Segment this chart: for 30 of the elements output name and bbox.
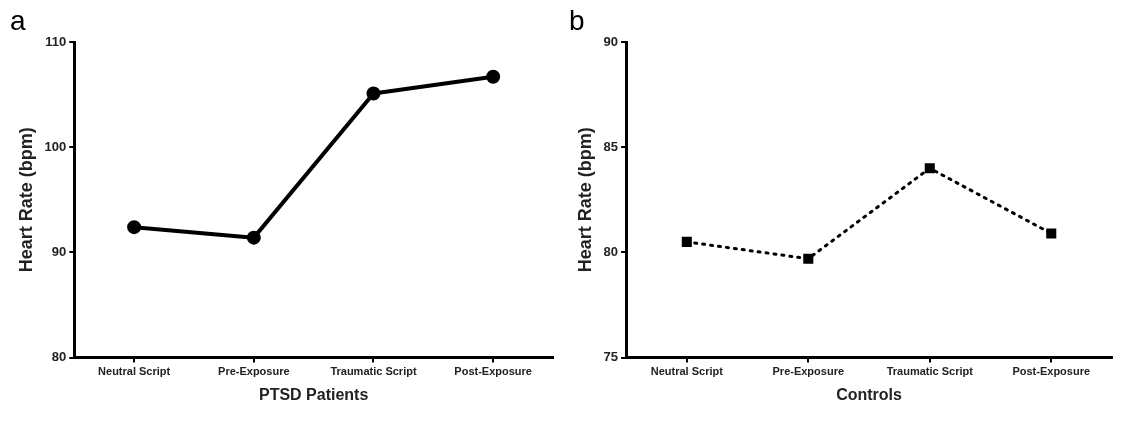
point [803,253,814,264]
point [246,230,261,245]
x-tick-label: Pre-Exposure [772,365,845,378]
point [366,86,381,101]
point [127,220,142,235]
y-tick-label: 85 [603,138,619,154]
x-tick-label: Post-Exposure [1012,365,1091,378]
y-tick-label: 90 [51,243,67,259]
x-axis-title: PTSD Patients [258,385,369,403]
x-tick-label: Neutral Script [98,365,171,378]
y-axis-title: Heart Rate (bpm) [574,127,595,273]
x-tick-label: Neutral Script [650,365,724,378]
text: b [569,4,585,36]
y-tick-label: 100 [44,138,67,154]
y-tick-label: 110 [45,33,67,49]
point [924,163,935,174]
text: a [10,4,26,36]
x-tick-label: Pre-Exposure [218,365,290,378]
x-axis-title: Controls [836,385,903,403]
point [1046,228,1057,239]
y-axis-title: Heart Rate (bpm) [15,127,36,273]
y-tick-label: 80 [51,349,67,365]
point [486,69,501,84]
y-tick-label: 80 [603,243,619,259]
y-tick-label: 75 [603,349,619,365]
point [681,236,692,247]
x-tick-label: Post-Exposure [454,365,532,378]
x-tick-label: Traumatic Script [886,365,974,378]
x-tick-label: Traumatic Script [330,365,417,378]
y-tick-label: 90 [603,33,619,49]
